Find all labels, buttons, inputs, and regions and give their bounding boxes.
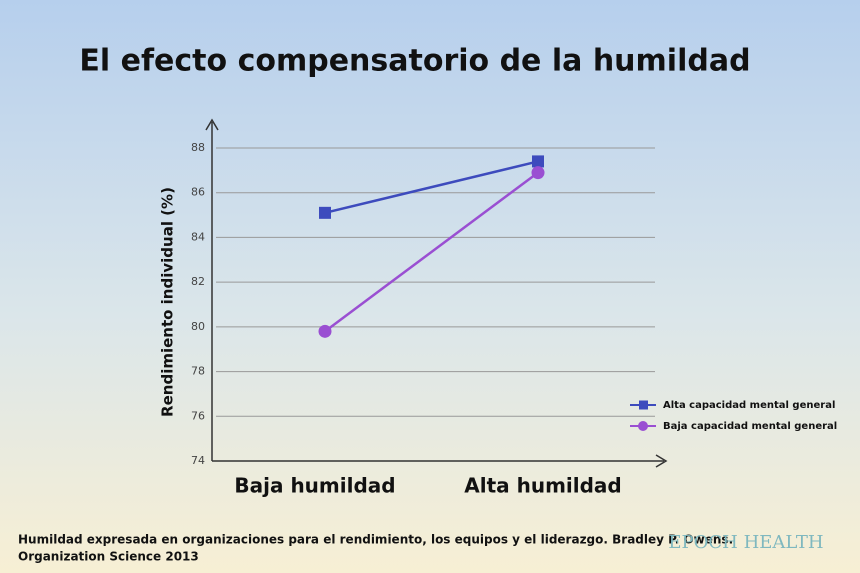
y-tick-label: 78 (191, 365, 205, 378)
chart-title: El efecto compensatorio de la humildad (79, 44, 750, 79)
legend-label: Baja capacidad mental general (663, 421, 837, 432)
footnote: Humildad expresada en organizaciones par… (18, 533, 733, 547)
y-tick-label: 88 (191, 141, 205, 154)
x-axis-arrow (655, 454, 668, 468)
y-axis-arrow (205, 118, 219, 131)
x-tick-label: Alta humildad (464, 474, 622, 498)
data-point (318, 324, 332, 338)
legend-marker (639, 400, 648, 410)
data-point (532, 155, 544, 168)
y-tick-label: 80 (191, 320, 205, 333)
legend-label: Alta capacidad mental general (663, 400, 835, 411)
y-tick-label: 84 (191, 230, 205, 243)
brand-logo: EPOCH HEALTH (668, 532, 823, 553)
y-tick-label: 82 (191, 275, 205, 288)
data-point (531, 166, 545, 180)
series-line (324, 160, 539, 215)
data-point (319, 206, 331, 219)
y-tick-label: 74 (191, 454, 205, 467)
footnote: Organization Science 2013 (18, 550, 199, 564)
legend-marker (638, 421, 648, 431)
series-line (324, 171, 539, 333)
y-tick-label: 86 (191, 186, 205, 199)
y-axis-label: Rendimiento individual (%) (159, 187, 177, 417)
x-tick-label: Baja humildad (234, 474, 395, 498)
y-tick-label: 76 (191, 409, 205, 422)
